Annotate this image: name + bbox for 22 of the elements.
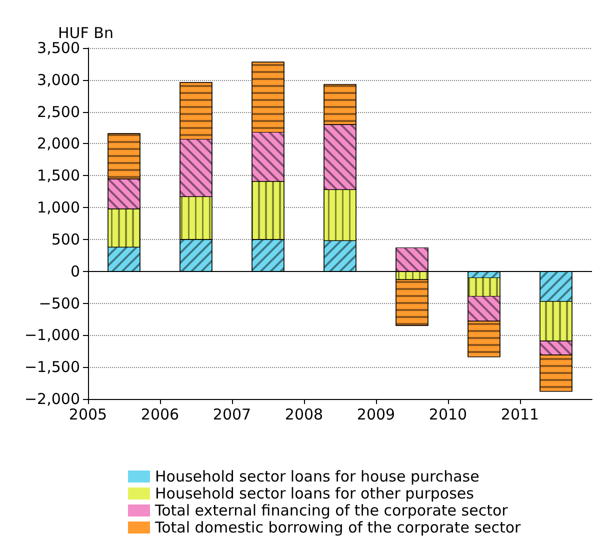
legend-label: Total external financing of the corporate sector — [154, 502, 509, 520]
x-tick-label: 2005 — [68, 406, 108, 424]
x-tick-label: 2009 — [356, 406, 396, 424]
legend-label: Household sector loans for house purchase — [155, 468, 480, 486]
y-tick-label: −500 — [38, 294, 80, 312]
x-tick-label: 2011 — [500, 406, 540, 424]
y-tick-label: 2,500 — [37, 102, 80, 121]
legend-label: Total domestic borrowing of the corporate sector — [154, 518, 522, 536]
x-tick-label: 2006 — [140, 406, 180, 424]
y-tick-label: 1,500 — [37, 166, 80, 185]
x-tick-label: 2008 — [284, 406, 324, 424]
y-tick-label: 0 — [70, 262, 80, 280]
y-tick-label: 500 — [51, 230, 80, 248]
y-tick-label: −2,000 — [24, 390, 80, 408]
y-tick-label: −1,000 — [24, 326, 80, 344]
y-tick-label: 2,000 — [37, 134, 80, 153]
legend-label: Household sector loans for other purposes — [155, 484, 474, 502]
y-tick-label: −1,500 — [24, 358, 80, 376]
x-tick-label: 2010 — [428, 406, 468, 424]
y-tick-label: 3,000 — [37, 70, 80, 89]
y-tick-label: 1,000 — [37, 198, 80, 217]
x-tick-label: 2007 — [212, 406, 252, 424]
